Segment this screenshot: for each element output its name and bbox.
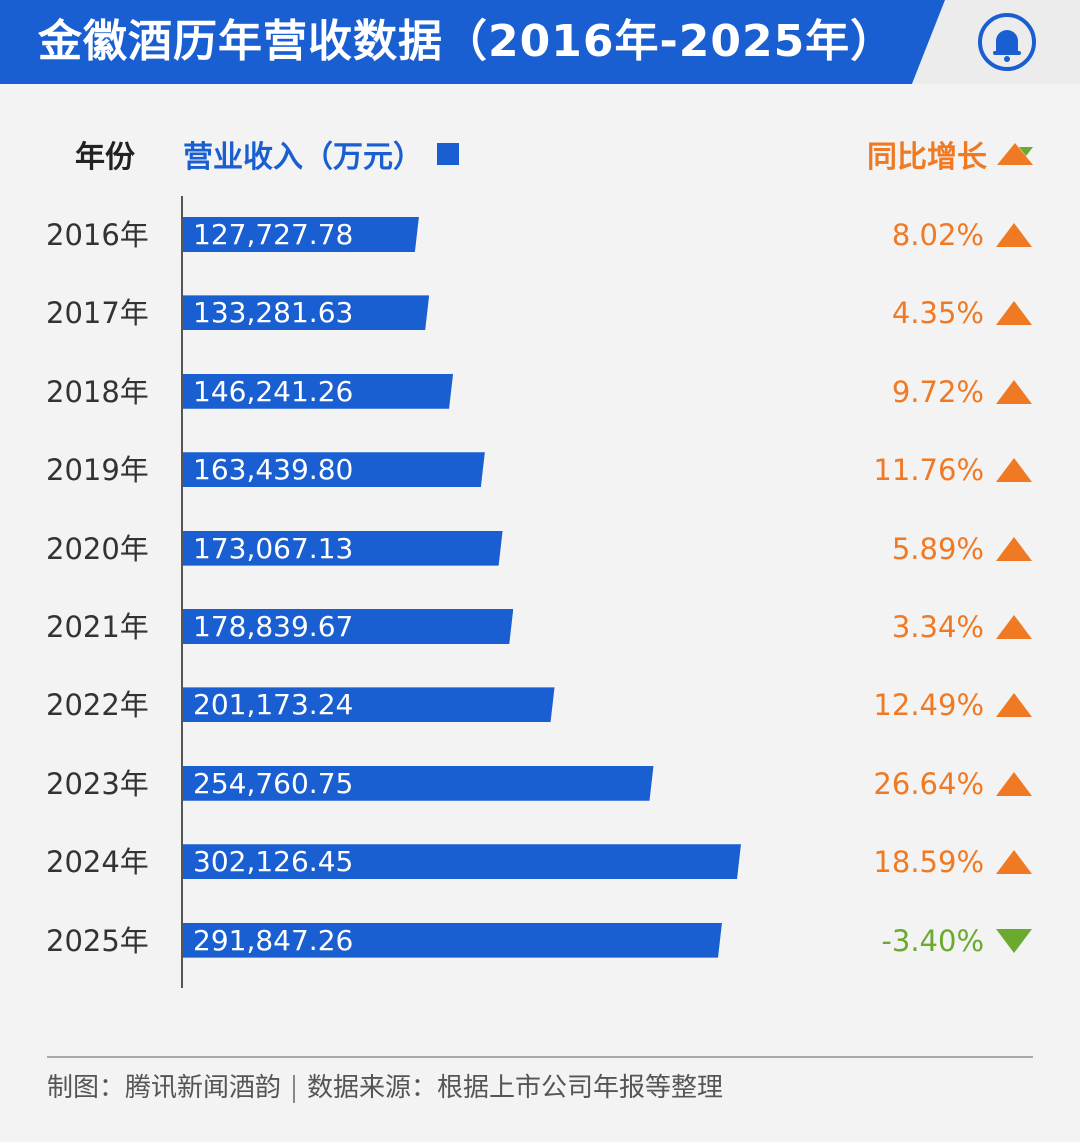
revenue-bar [183,687,555,722]
bar-row: 2025年 291,847.26 -3.40% [0,923,1080,959]
legend-revenue-swatch [437,143,459,165]
header: 金徽酒历年营收数据（2016年-2025年） [0,0,1080,84]
triangle-up-icon [996,615,1032,639]
revenue-data-label: 302,126.45 [193,845,354,879]
category-label: 2017年 [46,296,149,331]
bar-row: 2019年 163,439.80 11.76% [0,452,1080,488]
triangle-up-icon [996,850,1032,875]
revenue-bar [183,766,654,801]
category-label: 2024年 [46,845,149,880]
triangle-up-icon [996,458,1032,483]
revenue-data-label: 291,847.26 [193,923,354,957]
growth-value: 4.35% [891,296,984,331]
footer-separator [293,1074,296,1103]
growth-value: 11.76% [873,453,984,488]
bar-row: 2023年 254,760.75 26.64% [0,766,1080,802]
revenue-bar [183,374,453,409]
growth-value: 8.02% [891,218,984,252]
revenue-data-label: 133,281.63 [193,296,354,330]
legend-year-label: 年份 [75,140,135,175]
legend-growth-label: 同比增长 [867,140,987,175]
y-axis-line [181,196,183,988]
growth-value: 12.49% [873,688,984,723]
revenue-data-label: 127,727.78 [193,218,354,251]
revenue-bar [183,844,741,879]
triangle-up-icon [996,771,1032,796]
legend-revenue-label: 营业收入（万元） [183,140,423,175]
category-label: 2018年 [46,374,149,409]
revenue-bar [183,295,429,330]
revenue-bar [183,609,513,644]
revenue-bar [183,452,485,487]
triangle-up-icon [996,223,1032,247]
footer-credit: 制图：腾讯新闻酒韵 [47,1073,282,1103]
bar-row: 2021年 178,839.67 3.34% [0,609,1080,645]
legend-growth-triangle-icon [997,143,1033,165]
revenue-bar [183,923,722,958]
bar-row: 2017年 133,281.63 4.35% [0,295,1080,331]
bar-row: 2016年 127,727.78 8.02% [0,217,1080,253]
tencent-news-logo-icon [978,13,1036,71]
category-label: 2019年 [46,453,149,488]
footer: 制图：腾讯新闻酒韵 数据来源：根据上市公司年报等整理 [47,1068,723,1108]
category-label: 2023年 [46,766,149,801]
growth-value: 26.64% [873,766,984,801]
category-label: 2022年 [46,688,149,723]
triangle-down-icon [996,928,1032,953]
header-band [0,0,945,84]
bar-row: 2018年 146,241.26 9.72% [0,374,1080,410]
growth-value: -3.40% [881,923,984,958]
legend-revenue: 营业收入（万元） [183,132,459,176]
legend-growth: 同比增长 [867,132,1033,176]
category-label: 2016年 [46,218,149,252]
revenue-data-label: 254,760.75 [193,766,354,800]
triangle-up-icon [996,693,1032,718]
category-label: 2021年 [46,610,149,644]
growth-value: 9.72% [891,374,984,409]
revenue-data-label: 178,839.67 [193,610,354,643]
legend-year: 年份 [75,132,135,176]
category-label: 2020年 [46,531,149,566]
growth-value: 5.89% [891,531,984,566]
chart-title: 金徽酒历年营收数据（2016年-2025年） [38,16,896,67]
bar-row: 2020年 173,067.13 5.89% [0,531,1080,567]
triangle-up-icon [996,379,1032,404]
revenue-bar [183,531,503,566]
revenue-bar [183,217,419,252]
footer-divider [47,1056,1033,1058]
growth-value: 18.59% [873,845,984,880]
revenue-data-label: 146,241.26 [193,374,354,408]
growth-value: 3.34% [891,610,984,644]
revenue-data-label: 201,173.24 [193,688,354,722]
triangle-up-icon [996,536,1032,561]
footer-source: 数据来源：根据上市公司年报等整理 [307,1073,724,1103]
triangle-up-icon [996,301,1032,326]
revenue-data-label: 163,439.80 [193,453,354,487]
category-label: 2025年 [46,923,149,958]
bar-row: 2022年 201,173.24 12.49% [0,687,1080,723]
revenue-data-label: 173,067.13 [193,531,354,565]
bar-row: 2024年 302,126.45 18.59% [0,844,1080,880]
